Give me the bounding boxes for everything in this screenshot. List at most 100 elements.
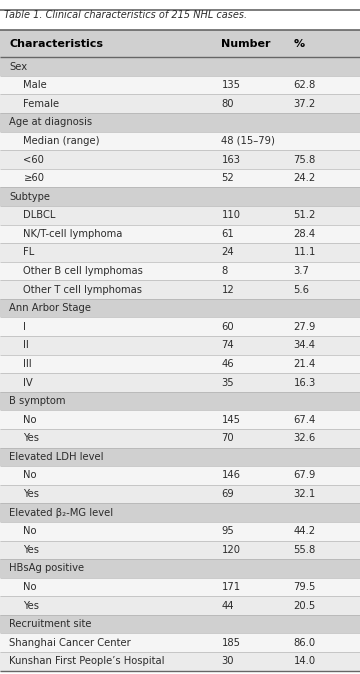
Text: Subtype: Subtype [9,191,50,202]
Text: HBsAg positive: HBsAg positive [9,563,84,574]
Bar [0,578,360,596]
Bar [0,373,360,392]
Text: 163: 163 [221,154,240,164]
Text: III: III [23,359,32,369]
Text: 95: 95 [221,526,234,537]
Text: 32.6: 32.6 [293,433,316,443]
Text: 21.4: 21.4 [293,359,316,369]
Text: 34.4: 34.4 [293,340,315,350]
Text: Table 1. Clinical characteristics of 215 NHL cases.: Table 1. Clinical characteristics of 215… [4,10,247,20]
Text: 86.0: 86.0 [293,638,315,648]
Text: Other T cell lymphomas: Other T cell lymphomas [23,284,143,295]
Text: 120: 120 [221,545,240,555]
Text: 70: 70 [221,433,234,443]
Text: Yes: Yes [23,433,39,443]
Text: 16.3: 16.3 [293,377,316,388]
Text: 74: 74 [221,340,234,350]
Text: 51.2: 51.2 [293,210,316,220]
Bar [0,113,360,131]
Text: 28.4: 28.4 [293,229,315,239]
Text: 35: 35 [221,377,234,388]
Text: B symptom: B symptom [9,396,66,406]
Text: 80: 80 [221,99,234,109]
Text: 60: 60 [221,321,234,332]
Text: IV: IV [23,377,33,388]
Bar [0,392,360,410]
Text: 67.4: 67.4 [293,415,316,425]
Text: 24.2: 24.2 [293,173,316,183]
Text: II: II [23,340,29,350]
Text: %: % [293,39,305,49]
Text: 11.1: 11.1 [293,247,316,257]
Text: Other B cell lymphomas: Other B cell lymphomas [23,266,143,276]
Bar [0,596,360,615]
Text: Female: Female [23,99,59,109]
Text: Ann Arbor Stage: Ann Arbor Stage [9,303,91,313]
Bar [0,522,360,541]
Text: Yes: Yes [23,489,39,499]
Text: 14.0: 14.0 [293,656,315,667]
Bar [0,634,360,652]
Text: 79.5: 79.5 [293,582,316,592]
Text: Age at diagnosis: Age at diagnosis [9,117,92,127]
Text: No: No [23,582,37,592]
Text: 171: 171 [221,582,240,592]
Text: 3.7: 3.7 [293,266,309,276]
Text: 67.9: 67.9 [293,470,316,481]
Text: 62.8: 62.8 [293,80,316,90]
Bar [0,429,360,448]
Bar [0,299,360,317]
Text: 55.8: 55.8 [293,545,316,555]
Bar [0,131,360,150]
Text: 44: 44 [221,601,234,611]
Text: 5.6: 5.6 [293,284,309,295]
Text: Recruitment site: Recruitment site [9,619,91,629]
Text: No: No [23,470,37,481]
Text: 37.2: 37.2 [293,99,316,109]
Text: 27.9: 27.9 [293,321,316,332]
Bar [0,485,360,503]
Bar [0,355,360,373]
Text: 69: 69 [221,489,234,499]
Bar [0,280,360,299]
Text: NK/T-cell lymphoma: NK/T-cell lymphoma [23,229,123,239]
Bar [0,262,360,280]
Bar [0,187,360,206]
Text: <60: <60 [23,154,44,164]
Text: 145: 145 [221,415,240,425]
Text: 32.1: 32.1 [293,489,316,499]
Text: 8: 8 [221,266,228,276]
Bar [0,150,360,168]
Text: 52: 52 [221,173,234,183]
Bar [0,466,360,485]
Bar [0,448,360,466]
Text: 146: 146 [221,470,240,481]
Bar [0,206,360,224]
Text: Yes: Yes [23,545,39,555]
Bar [0,243,360,262]
Text: Sex: Sex [9,61,27,71]
Text: 12: 12 [221,284,234,295]
Text: Male: Male [23,80,47,90]
Bar [0,224,360,243]
Text: 30: 30 [221,656,234,667]
Bar [0,30,360,57]
Text: Characteristics: Characteristics [9,39,103,49]
Bar [0,652,360,671]
Bar [0,94,360,113]
Text: 135: 135 [221,80,240,90]
Text: No: No [23,526,37,537]
Bar [0,76,360,94]
Text: 61: 61 [221,229,234,239]
Text: Elevated LDH level: Elevated LDH level [9,452,104,462]
Text: Kunshan First People’s Hospital: Kunshan First People’s Hospital [9,656,165,667]
Text: 46: 46 [221,359,234,369]
Text: I: I [23,321,26,332]
Text: Yes: Yes [23,601,39,611]
Text: Median (range): Median (range) [23,136,100,146]
Text: 44.2: 44.2 [293,526,315,537]
Text: No: No [23,415,37,425]
Bar [0,168,360,187]
Text: 185: 185 [221,638,240,648]
Text: 20.5: 20.5 [293,601,316,611]
